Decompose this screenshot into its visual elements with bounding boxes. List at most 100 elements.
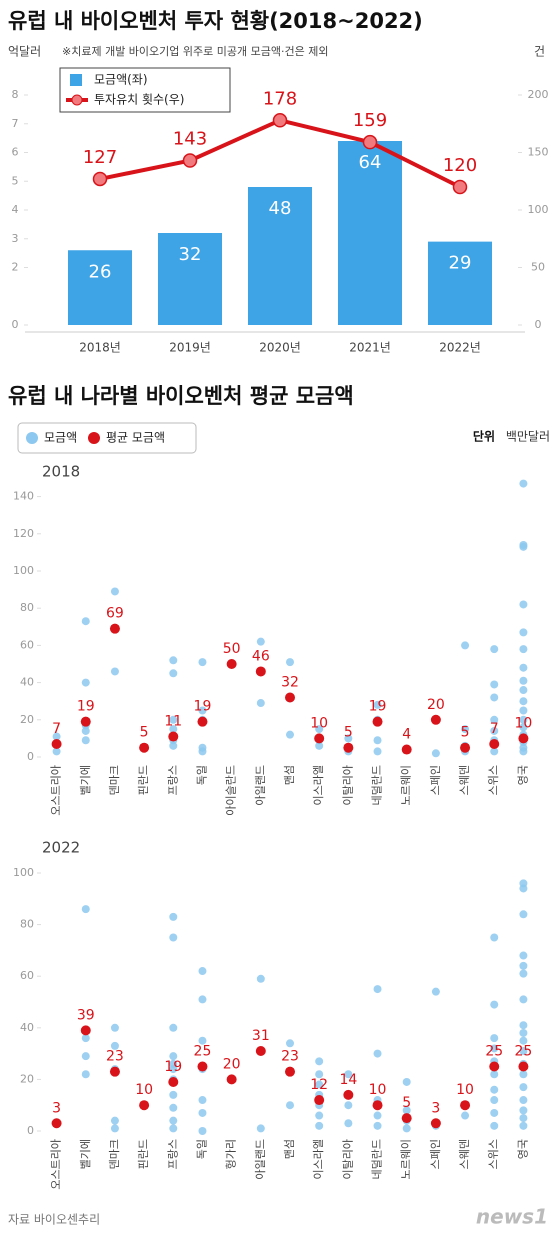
average-dot	[197, 716, 208, 727]
x-tick-label: 아일랜드	[253, 765, 267, 805]
line-marker	[92, 171, 108, 187]
bar-value-label: 26	[89, 261, 112, 282]
legend-swatch	[88, 432, 100, 444]
amount-dot	[490, 933, 499, 942]
y-tick-label: 8	[12, 88, 19, 101]
y2-tick-label: 200	[528, 88, 549, 101]
amount-dot	[402, 1124, 411, 1133]
average-label: 23	[281, 1049, 299, 1065]
amount-dot	[256, 1124, 265, 1133]
average-label: 19	[369, 699, 387, 715]
x-tick-label: 이탈리아	[341, 1139, 354, 1179]
average-label: 14	[339, 1072, 357, 1088]
average-dot	[80, 1025, 91, 1036]
x-tick-label: 2021년	[349, 341, 391, 355]
amount-dot	[519, 542, 528, 551]
average-dot	[489, 738, 500, 749]
amount-dot	[373, 736, 382, 745]
amount-dot	[490, 1096, 499, 1105]
average-dot	[430, 714, 441, 725]
average-label: 20	[427, 697, 445, 713]
x-tick-label: 아일랜드	[253, 1139, 267, 1179]
amount-dot	[169, 1116, 178, 1125]
amount-dot	[490, 1085, 499, 1094]
amount-dot	[519, 1028, 528, 1037]
average-dot	[489, 1061, 500, 1072]
average-label: 19	[194, 699, 212, 715]
amount-dot	[169, 656, 178, 665]
amount-dot	[519, 686, 528, 695]
amount-dot	[490, 1044, 499, 1053]
amount-dot	[198, 1127, 207, 1135]
y2-tick-label: 100	[528, 203, 549, 216]
amount-dot	[198, 1108, 207, 1117]
amount-dot	[256, 974, 265, 983]
amount-dot	[110, 1116, 119, 1125]
x-tick-label: 이스라엘	[312, 765, 325, 805]
amount-dot	[402, 1077, 411, 1086]
amount-dot	[519, 884, 528, 893]
line-marker	[272, 113, 288, 128]
average-label: 10	[310, 715, 328, 731]
x-tick-label: 벨기에	[79, 765, 92, 795]
amount-dot	[490, 645, 499, 654]
amount-dot	[81, 678, 90, 687]
amount-dot	[344, 1119, 353, 1128]
bar	[338, 141, 402, 325]
average-dot	[372, 716, 383, 727]
chart-title: 유럽 내 나라별 바이오벤처 평균 모금액	[8, 384, 354, 408]
amount-dot	[490, 726, 499, 735]
amount-dot	[169, 741, 178, 750]
average-label: 39	[77, 1007, 95, 1023]
unit-label: 단위	[473, 429, 495, 444]
average-label: 7	[52, 721, 61, 737]
x-tick-label: 스웨덴	[458, 765, 471, 795]
line-value-label: 127	[83, 147, 117, 168]
amount-dot	[286, 730, 294, 739]
amount-dot	[519, 1121, 528, 1130]
x-tick-label: 네덜란드	[371, 1139, 384, 1179]
average-label: 5	[344, 725, 353, 741]
average-label: 20	[223, 1056, 241, 1072]
amount-dot	[110, 587, 119, 596]
amount-dot	[344, 1070, 353, 1079]
amount-dot	[519, 747, 528, 756]
amount-dot	[169, 1103, 178, 1112]
average-dot	[226, 1074, 237, 1085]
amount-dot	[490, 1121, 499, 1130]
average-dot	[168, 1076, 179, 1087]
y-tick-label: 60	[20, 969, 34, 982]
legend-label: 모금액(좌)	[94, 73, 148, 87]
amount-dot	[519, 645, 528, 654]
amount-dot	[519, 1021, 528, 1030]
y-tick-label: 20	[20, 1072, 34, 1085]
average-dot	[430, 1118, 441, 1129]
average-dot	[197, 1061, 208, 1072]
average-dot	[285, 692, 295, 703]
amount-dot	[110, 667, 119, 676]
average-dot	[51, 1118, 62, 1129]
average-label: 10	[514, 715, 532, 731]
amount-dot	[52, 747, 61, 756]
amount-dot	[373, 1049, 382, 1058]
y-tick-label: 80	[20, 601, 34, 614]
amount-dot	[519, 628, 528, 637]
amount-dot	[490, 680, 499, 689]
amount-dot	[490, 715, 499, 724]
amount-dot	[169, 1052, 178, 1061]
bar	[68, 250, 132, 325]
average-label: 3	[52, 1100, 61, 1116]
y-tick-label: 0	[27, 1124, 34, 1137]
average-dot	[226, 659, 237, 669]
amount-dot	[519, 995, 528, 1004]
amount-dot	[519, 951, 528, 960]
amount-dot	[81, 736, 90, 745]
amount-dot	[461, 641, 470, 650]
average-label: 32	[281, 674, 299, 690]
y-axis-label: 억달러	[8, 45, 41, 59]
average-label: 5	[140, 725, 149, 741]
amount-dot	[315, 741, 324, 750]
amount-dot	[198, 747, 207, 756]
x-tick-label: 스페인	[429, 765, 442, 795]
amount-dot	[169, 1090, 178, 1099]
